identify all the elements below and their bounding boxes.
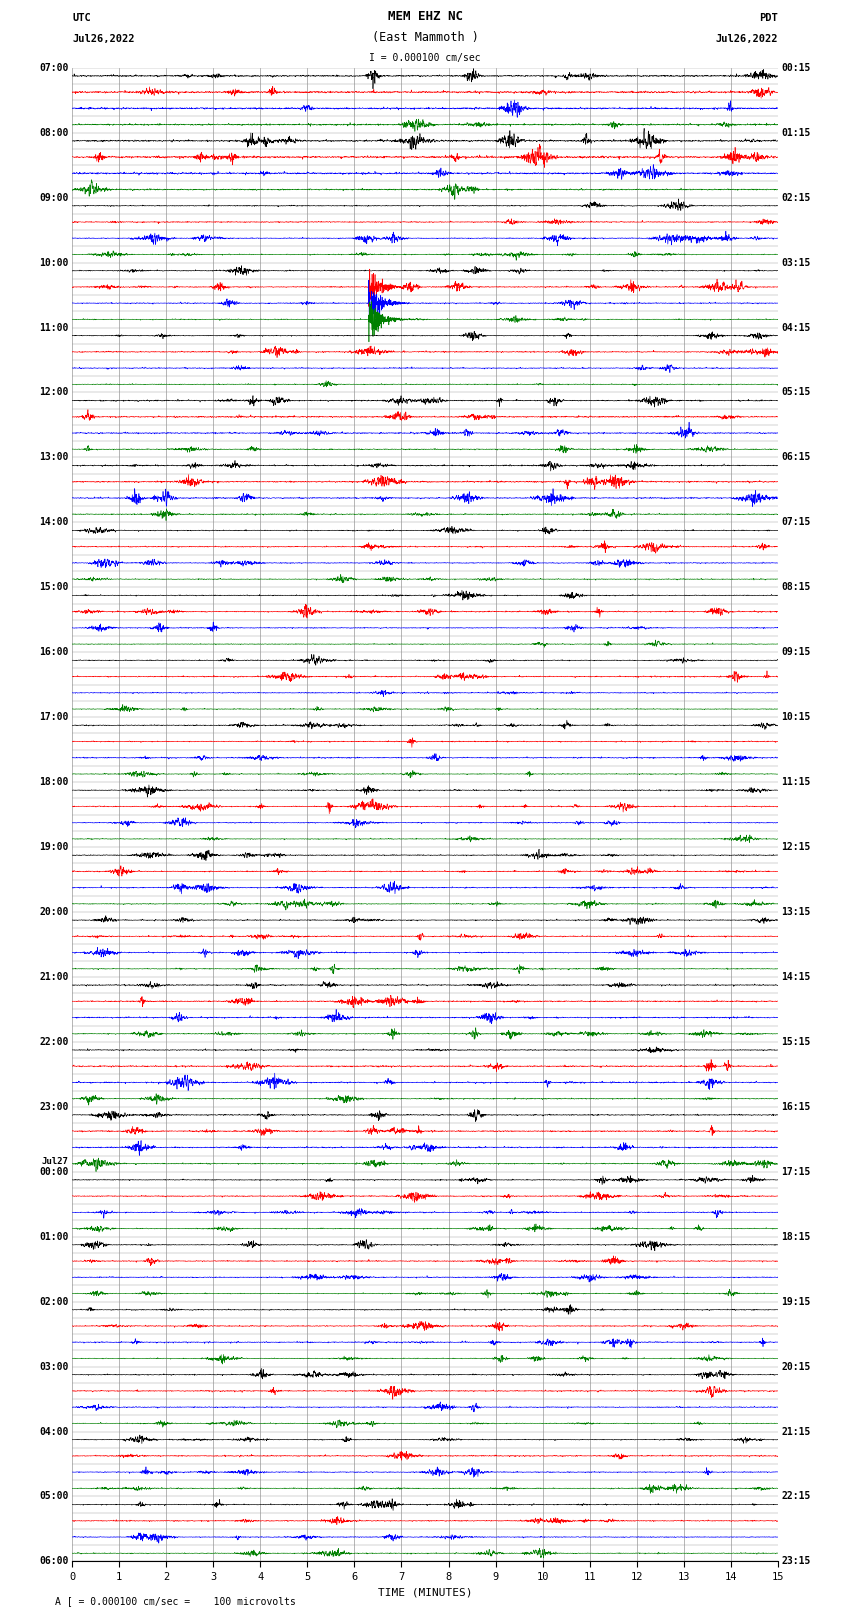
- Text: 22:00: 22:00: [39, 1037, 69, 1047]
- Text: Jul27: Jul27: [42, 1158, 69, 1166]
- Text: 20:15: 20:15: [781, 1361, 811, 1371]
- Text: 10:15: 10:15: [781, 713, 811, 723]
- Text: 14:15: 14:15: [781, 973, 811, 982]
- Text: 17:00: 17:00: [39, 713, 69, 723]
- Text: 07:15: 07:15: [781, 518, 811, 527]
- Text: 14:00: 14:00: [39, 518, 69, 527]
- Text: A [ = 0.000100 cm/sec =    100 microvolts: A [ = 0.000100 cm/sec = 100 microvolts: [55, 1597, 296, 1607]
- Text: 22:15: 22:15: [781, 1492, 811, 1502]
- Text: PDT: PDT: [759, 13, 778, 23]
- Text: 12:00: 12:00: [39, 387, 69, 397]
- Text: 04:00: 04:00: [39, 1426, 69, 1437]
- Text: UTC: UTC: [72, 13, 91, 23]
- Text: 07:00: 07:00: [39, 63, 69, 73]
- Text: 05:00: 05:00: [39, 1492, 69, 1502]
- Text: (East Mammoth ): (East Mammoth ): [371, 31, 479, 44]
- Text: 03:15: 03:15: [781, 258, 811, 268]
- Text: 06:00: 06:00: [39, 1557, 69, 1566]
- Text: 09:15: 09:15: [781, 647, 811, 656]
- Text: 23:00: 23:00: [39, 1102, 69, 1111]
- Text: 11:15: 11:15: [781, 777, 811, 787]
- Text: 11:00: 11:00: [39, 323, 69, 332]
- Text: 00:15: 00:15: [781, 63, 811, 73]
- Text: 21:00: 21:00: [39, 973, 69, 982]
- Text: 06:15: 06:15: [781, 452, 811, 463]
- Text: 12:15: 12:15: [781, 842, 811, 852]
- Text: Jul26,2022: Jul26,2022: [72, 34, 135, 44]
- Text: 02:15: 02:15: [781, 192, 811, 203]
- Text: 19:15: 19:15: [781, 1297, 811, 1307]
- Text: 16:15: 16:15: [781, 1102, 811, 1111]
- Text: 16:00: 16:00: [39, 647, 69, 656]
- Text: 13:15: 13:15: [781, 907, 811, 916]
- Text: 19:00: 19:00: [39, 842, 69, 852]
- Text: 08:00: 08:00: [39, 127, 69, 137]
- X-axis label: TIME (MINUTES): TIME (MINUTES): [377, 1587, 473, 1597]
- Text: 05:15: 05:15: [781, 387, 811, 397]
- Text: 02:00: 02:00: [39, 1297, 69, 1307]
- Text: 21:15: 21:15: [781, 1426, 811, 1437]
- Text: 09:00: 09:00: [39, 192, 69, 203]
- Text: 04:15: 04:15: [781, 323, 811, 332]
- Text: 00:00: 00:00: [39, 1166, 69, 1177]
- Text: 20:00: 20:00: [39, 907, 69, 916]
- Text: 13:00: 13:00: [39, 452, 69, 463]
- Text: 01:15: 01:15: [781, 127, 811, 137]
- Text: 18:00: 18:00: [39, 777, 69, 787]
- Text: 08:15: 08:15: [781, 582, 811, 592]
- Text: 18:15: 18:15: [781, 1232, 811, 1242]
- Text: 01:00: 01:00: [39, 1232, 69, 1242]
- Text: Jul26,2022: Jul26,2022: [715, 34, 778, 44]
- Text: 15:00: 15:00: [39, 582, 69, 592]
- Text: 10:00: 10:00: [39, 258, 69, 268]
- Text: I = 0.000100 cm/sec: I = 0.000100 cm/sec: [369, 53, 481, 63]
- Text: 03:00: 03:00: [39, 1361, 69, 1371]
- Text: 15:15: 15:15: [781, 1037, 811, 1047]
- Text: 17:15: 17:15: [781, 1166, 811, 1177]
- Text: 23:15: 23:15: [781, 1557, 811, 1566]
- Text: MEM EHZ NC: MEM EHZ NC: [388, 10, 462, 23]
